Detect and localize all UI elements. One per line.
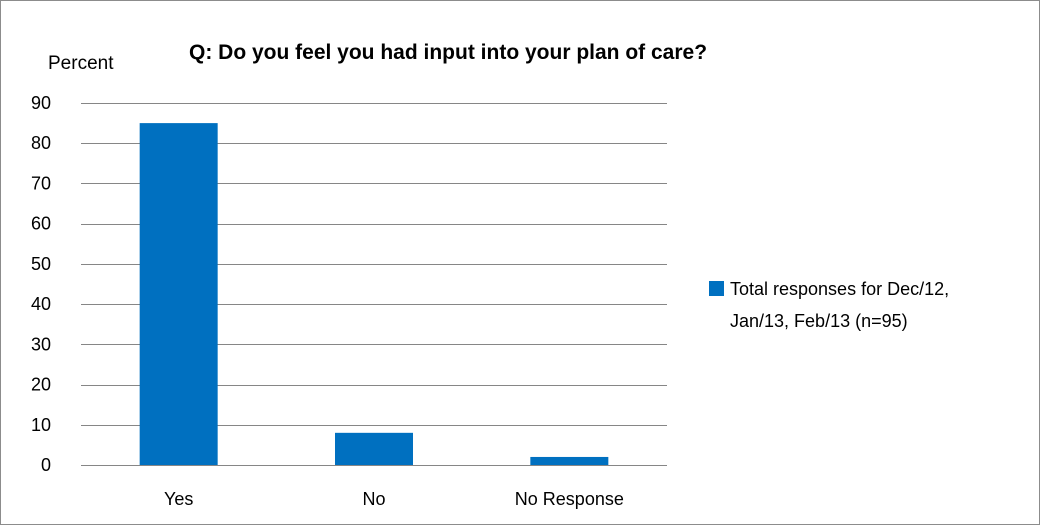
y-tick-label: 20	[31, 375, 51, 395]
y-tick-label: 80	[31, 133, 51, 153]
chart-title: Q: Do you feel you had input into your p…	[189, 41, 707, 64]
category-label: No	[362, 489, 385, 509]
y-tick-labels: 0 10 20 30 40 50 60 70 80 90	[31, 93, 51, 475]
y-tick-label: 60	[31, 214, 51, 234]
bar	[139, 123, 218, 465]
y-tick-label: 50	[31, 254, 51, 274]
bar	[335, 432, 413, 465]
bar	[530, 456, 609, 465]
legend-swatch	[709, 281, 724, 296]
y-tick-label: 30	[31, 334, 51, 354]
legend: Total responses for Dec/12, Jan/13, Feb/…	[709, 279, 949, 331]
y-tick-label: 0	[41, 455, 51, 475]
y-axis-label: Percent	[48, 53, 114, 74]
y-tick-label: 90	[31, 93, 51, 113]
legend-label-line-1: Total responses for Dec/12,	[730, 279, 949, 299]
category-label: No Response	[515, 489, 624, 509]
bars	[139, 123, 609, 465]
category-labels: Yes No No Response	[164, 489, 624, 509]
y-tick-label: 70	[31, 173, 51, 193]
y-tick-label: 10	[31, 415, 51, 435]
category-label: Yes	[164, 489, 193, 509]
y-tick-label: 40	[31, 294, 51, 314]
legend-label-line-2: Jan/13, Feb/13 (n=95)	[730, 311, 908, 331]
